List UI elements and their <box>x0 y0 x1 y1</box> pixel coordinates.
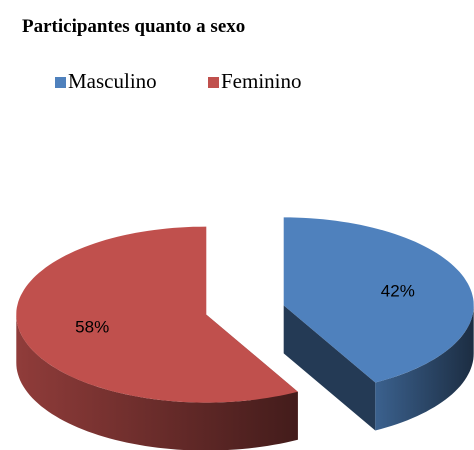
legend-label: Masculino <box>68 69 157 93</box>
data-label: 58% <box>75 318 109 337</box>
legend-swatch <box>55 77 66 88</box>
chart-title: Participantes quanto a sexo <box>22 16 245 37</box>
slice-side <box>16 314 298 450</box>
slice-side <box>375 305 474 431</box>
slice-face <box>283 305 376 431</box>
slice <box>16 226 298 403</box>
legend-swatch <box>208 77 219 88</box>
slice <box>283 217 474 383</box>
data-label: 42% <box>381 281 415 300</box>
legend-label: Feminino <box>221 69 302 93</box>
